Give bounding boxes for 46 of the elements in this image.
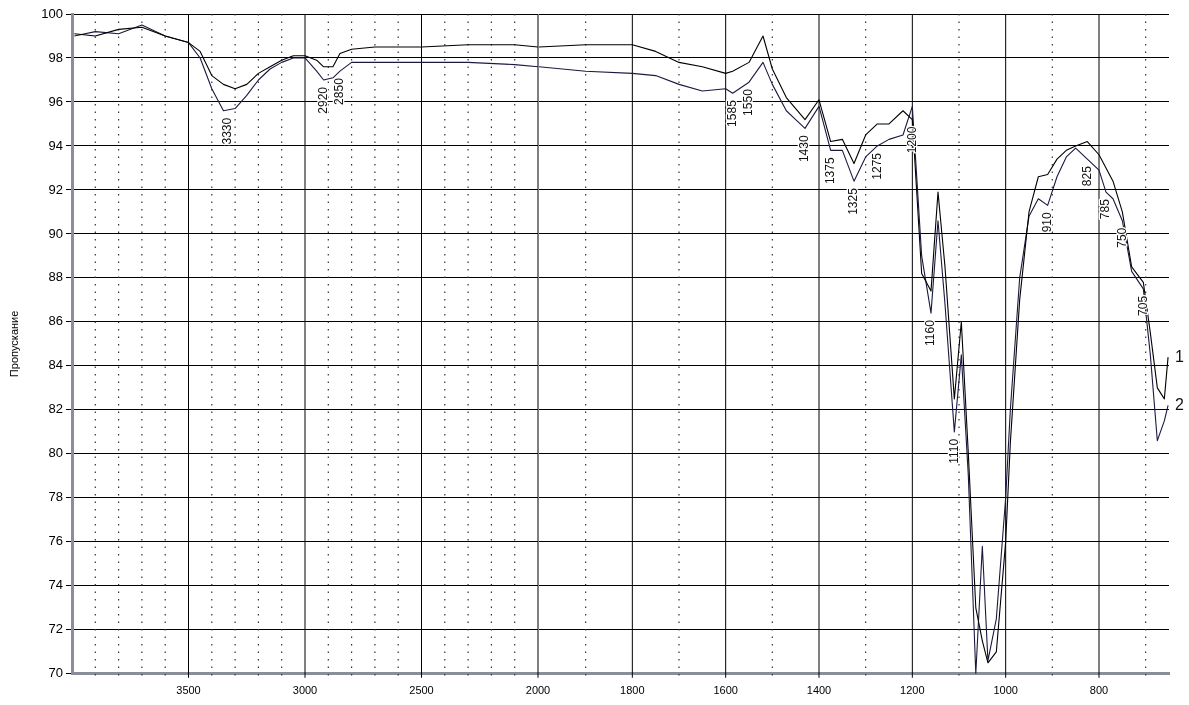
annotation: 1275 bbox=[869, 152, 884, 180]
annotation: 825 bbox=[1079, 165, 1094, 187]
y-tick-label: 78 bbox=[48, 489, 63, 505]
y-tick-label: 90 bbox=[48, 225, 63, 241]
x-tick-label: 1400 bbox=[806, 684, 832, 697]
series-label: 2 bbox=[1174, 395, 1184, 413]
annotation: 1375 bbox=[822, 157, 837, 185]
y-tick-label: 86 bbox=[48, 313, 63, 329]
x-tick-label: 1600 bbox=[713, 684, 738, 697]
annotation: 2850 bbox=[332, 77, 347, 105]
annotation: 1160 bbox=[923, 319, 938, 346]
x-tick-label: 800 bbox=[1089, 684, 1108, 697]
x-tick-label: 1200 bbox=[899, 684, 925, 697]
x-tick-label: 3000 bbox=[292, 684, 318, 697]
y-tick-label: 82 bbox=[48, 401, 63, 417]
annotation: 750 bbox=[1114, 227, 1129, 248]
y-tick-label: 94 bbox=[48, 137, 63, 153]
annotation: 1550 bbox=[741, 88, 756, 116]
y-tick-label: 70 bbox=[48, 665, 63, 681]
y-tick-label: 74 bbox=[48, 577, 63, 593]
annotation: 3330 bbox=[220, 117, 235, 145]
y-tick-label: 72 bbox=[48, 621, 63, 637]
x-tick-label: 3500 bbox=[176, 684, 201, 697]
y-tick-label: 92 bbox=[48, 181, 63, 197]
x-tick-label: 1800 bbox=[619, 684, 645, 697]
x-tick-label: 1000 bbox=[993, 684, 1018, 697]
y-tick-label: 76 bbox=[48, 533, 63, 549]
annotation: 1200 bbox=[904, 126, 919, 154]
y-tick-label: 100 bbox=[41, 5, 63, 21]
annotation: 705 bbox=[1135, 295, 1150, 316]
annotation: 785 bbox=[1098, 198, 1113, 220]
annotation: 1325 bbox=[846, 187, 861, 215]
y-tick-label: 84 bbox=[48, 357, 63, 373]
x-tick-label: 2000 bbox=[525, 684, 551, 697]
y-tick-label: 98 bbox=[48, 49, 63, 65]
annotation: 2920 bbox=[315, 86, 330, 114]
y-tick-label: 96 bbox=[48, 93, 63, 109]
annotation: 1585 bbox=[724, 99, 739, 127]
x-tick-label: 2500 bbox=[409, 684, 434, 697]
y-tick-label: 80 bbox=[48, 445, 63, 461]
y-tick-label: 88 bbox=[48, 269, 63, 285]
series-label: 1 bbox=[1174, 347, 1184, 365]
annotation: 910 bbox=[1039, 212, 1054, 233]
annotation: 1430 bbox=[797, 135, 812, 163]
annotation: 1110 bbox=[946, 438, 961, 464]
y-axis-title: Пропускание bbox=[7, 310, 20, 378]
